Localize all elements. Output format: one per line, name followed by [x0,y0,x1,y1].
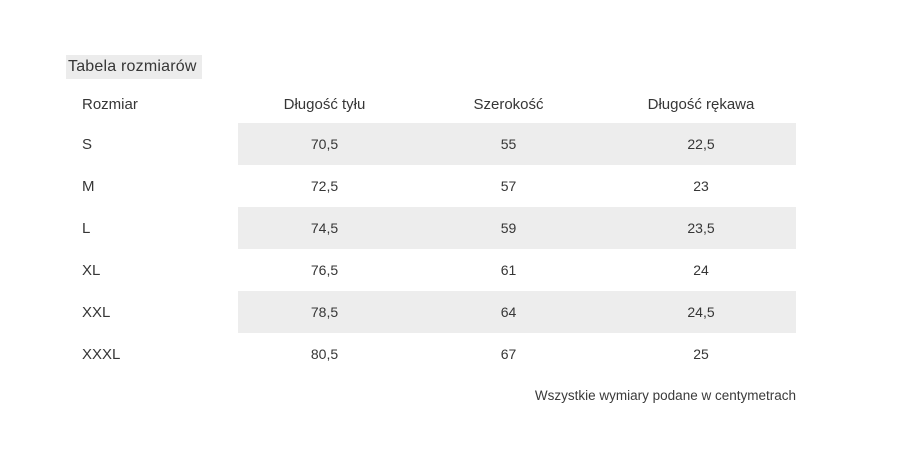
size-cell: XXXL [82,345,121,363]
column-header-sleeve-length: Długość rękawa [647,95,755,113]
table-row: XL 76,5 61 24 [68,249,796,291]
size-cell: XL [82,261,101,279]
table-row: S 70,5 55 22,5 [68,123,796,165]
units-note: Wszystkie wymiary podane w centymetrach [534,388,796,403]
width-cell: 61 [500,262,517,278]
width-cell: 59 [411,207,606,249]
width-cell: 64 [411,291,606,333]
sleeve-length-cell: 24,5 [606,291,796,333]
size-cell: L [82,219,91,237]
width-cell: 67 [500,346,517,362]
size-cell: XXL [82,303,111,321]
column-header-back-length: Długość tyłu [283,95,366,113]
back-length-cell: 74,5 [238,207,411,249]
table-row: XXXL 80,5 67 25 [68,333,796,375]
sleeve-length-cell: 22,5 [606,123,796,165]
back-length-cell: 78,5 [238,291,411,333]
back-length-cell: 76,5 [310,262,339,278]
back-length-cell: 70,5 [238,123,411,165]
back-length-cell: 80,5 [310,346,339,362]
width-cell: 57 [500,178,517,194]
table-row: M 72,5 57 23 [68,165,796,207]
size-cell: S [82,135,93,153]
column-header-size: Rozmiar [82,95,138,113]
back-length-cell: 72,5 [310,178,339,194]
sleeve-length-cell: 24 [693,262,709,278]
size-table-section: Tabela rozmiarów Rozmiar Długość tyłu Sz… [66,55,796,403]
width-cell: 55 [411,123,606,165]
size-cell: M [82,177,95,195]
column-header-width: Szerokość [473,95,544,113]
table-title: Tabela rozmiarów [66,55,202,79]
sleeve-length-cell: 23 [693,178,709,194]
table-row: L 74,5 59 23,5 [68,207,796,249]
sleeve-length-cell: 23,5 [606,207,796,249]
sleeve-length-cell: 25 [693,346,709,362]
table-header-row: Rozmiar Długość tyłu Szerokość Długość r… [68,85,796,123]
table-row: XXL 78,5 64 24,5 [68,291,796,333]
